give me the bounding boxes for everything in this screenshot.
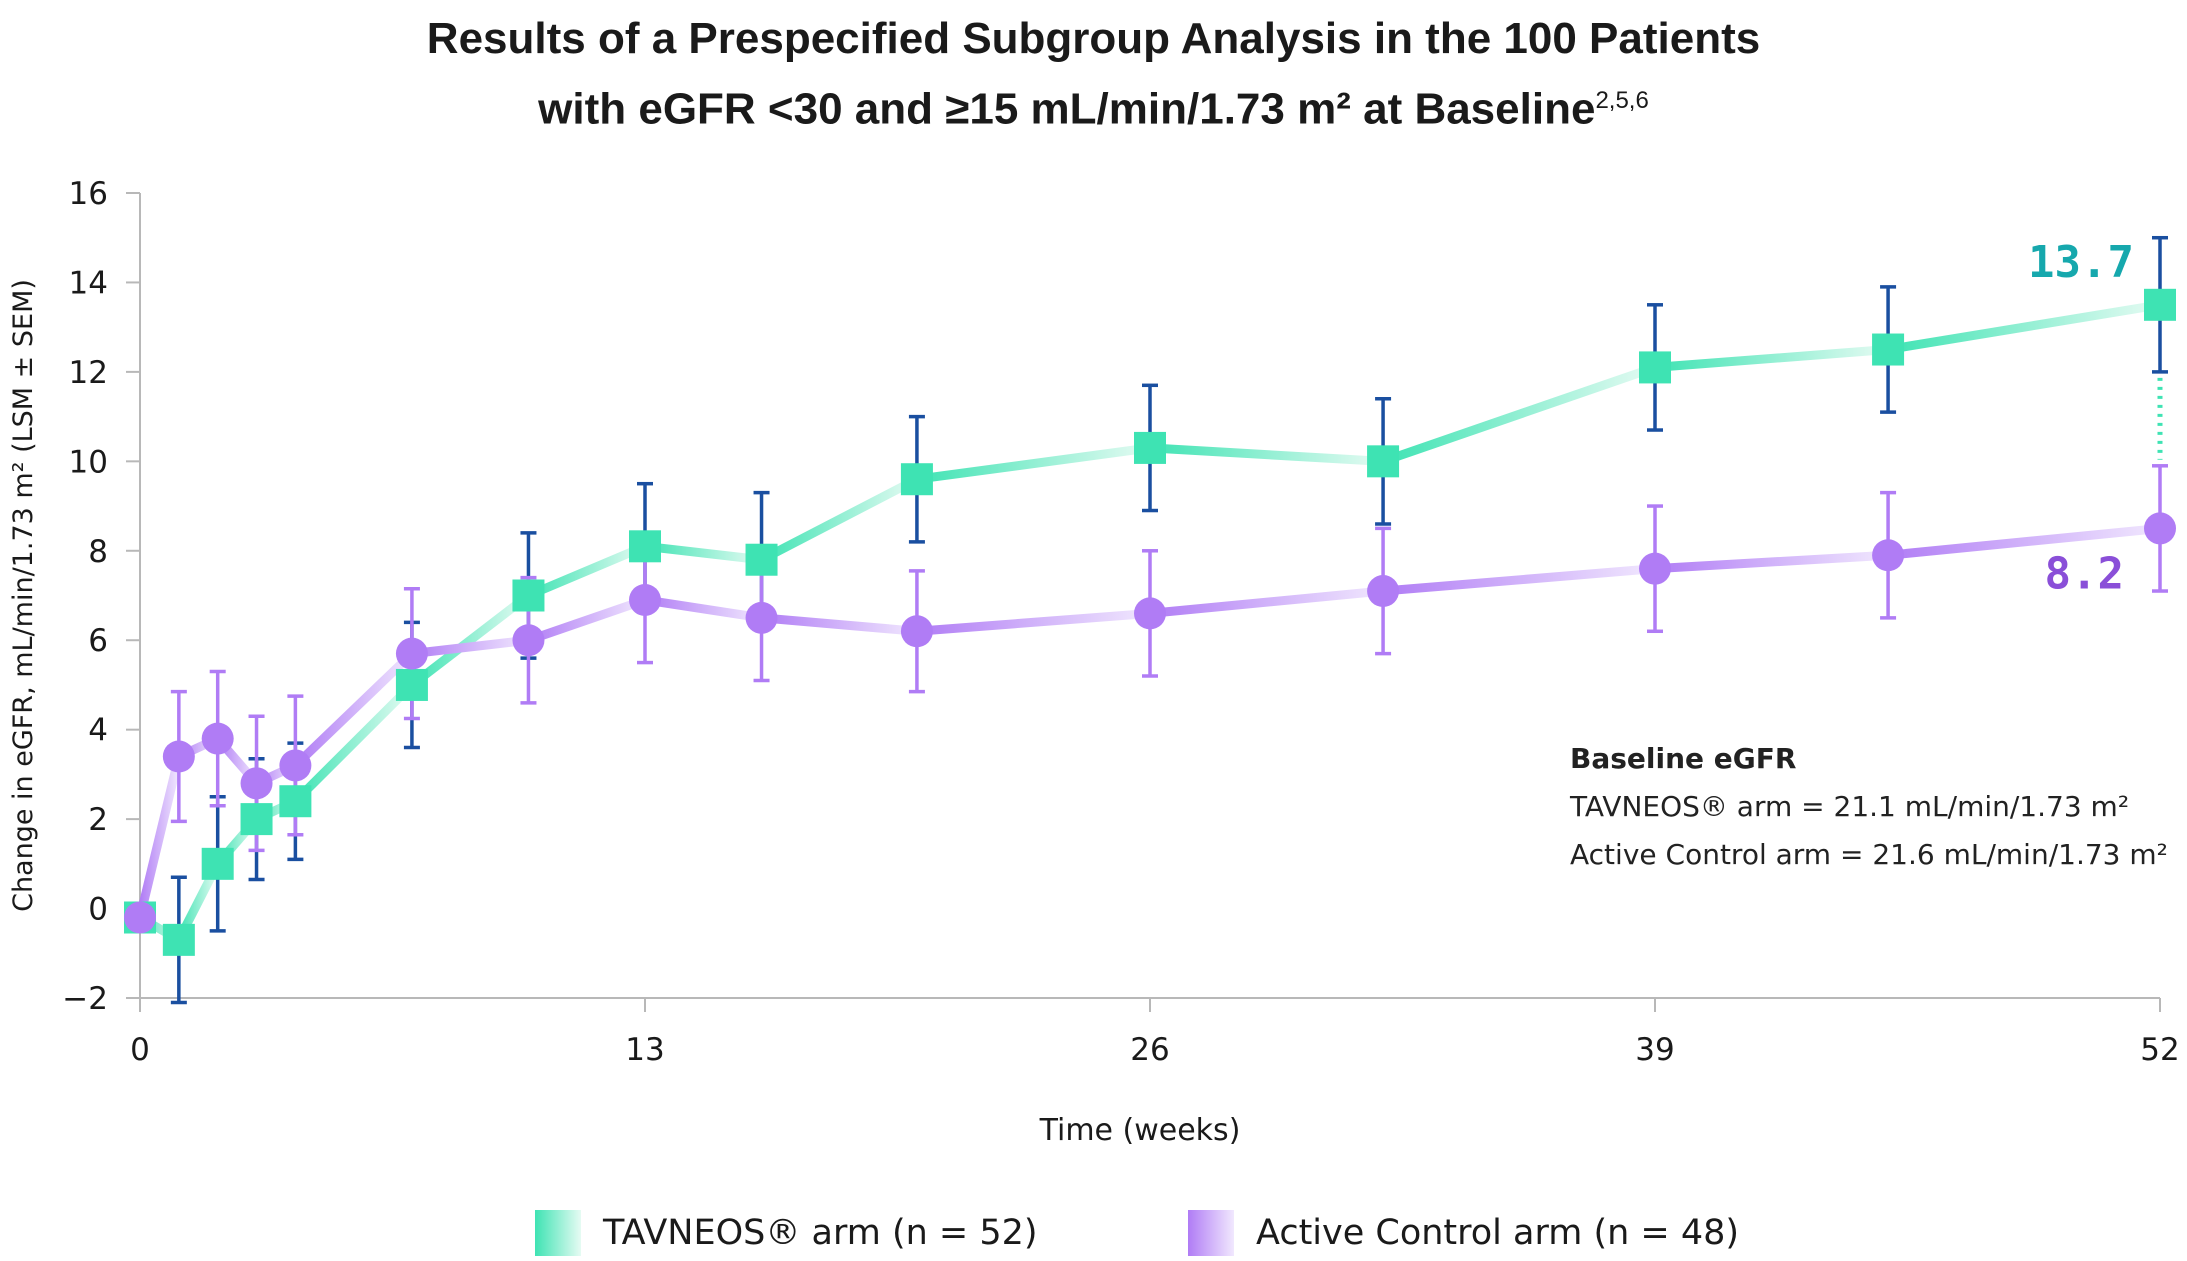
y-tick-label: 8 (88, 534, 108, 570)
data-point-active-control (512, 624, 545, 657)
y-tick-label: 6 (88, 623, 108, 659)
y-tick-label: 2 (88, 802, 108, 838)
end-labels: 13.7 8.2 (2028, 237, 2134, 600)
data-point-tavneos (240, 803, 273, 836)
data-point-tavneos (201, 847, 234, 880)
y-tick-label: −2 (62, 981, 108, 1017)
x-tick-label: 0 (130, 1032, 150, 1068)
legend-swatch-active-control (1188, 1210, 1234, 1256)
x-tick-label: 13 (625, 1032, 664, 1068)
data-point-tavneos (745, 543, 778, 576)
series-markers (124, 288, 2176, 956)
chart-title-line-2-text: with eGFR <30 and ≥15 mL/min/1.73 m² at … (538, 84, 1596, 134)
series-line-active-control (1149, 586, 1384, 618)
y-tick-label: 16 (69, 176, 108, 212)
data-point-tavneos (629, 530, 661, 563)
series-line-tavneos (526, 542, 647, 600)
data-point-active-control (162, 740, 195, 773)
data-point-active-control (201, 722, 234, 755)
series-line-tavneos (1381, 363, 1657, 466)
y-tick-label: 10 (69, 444, 108, 480)
x-axis-label: Time (weeks) (1039, 1113, 1241, 1148)
data-point-tavneos (2144, 288, 2176, 321)
series-line-tavneos (1149, 443, 1384, 466)
series-line-tavneos (1887, 300, 2161, 354)
series-line-active-control (411, 635, 529, 659)
baseline-heading: Baseline eGFR (1570, 742, 1797, 775)
data-point-active-control (279, 749, 312, 782)
y-axis-label: Change in eGFR, mL/min/1.73 m² (LSM ± SE… (8, 279, 39, 912)
data-point-active-control (1367, 575, 1400, 608)
series-line-tavneos (292, 681, 416, 805)
data-point-active-control (629, 583, 661, 616)
series-line-tavneos (916, 443, 1151, 484)
series-line-active-control (916, 608, 1151, 636)
y-tick-label: 0 (88, 892, 108, 928)
data-point-tavneos (900, 463, 933, 496)
series-line-active-control (526, 595, 647, 645)
series-line-active-control (1382, 564, 1656, 596)
data-point-active-control (1872, 539, 1905, 572)
baseline-active-control: Active Control arm = 21.6 mL/min/1.73 m² (1570, 838, 2168, 871)
data-point-tavneos (512, 579, 545, 612)
series-line-active-control (761, 613, 918, 636)
data-point-tavneos (1134, 431, 1166, 464)
data-point-active-control (900, 615, 933, 648)
series-line-active-control (1887, 523, 2161, 560)
data-point-active-control (395, 637, 428, 670)
series-line-tavneos (1654, 345, 1889, 372)
x-tick-label: 26 (1130, 1032, 1169, 1068)
y-tick-label: 14 (69, 265, 108, 301)
legend-item-tavneos: TAVNEOS® arm (n = 52) (535, 1205, 1038, 1261)
chart-title-line-1: Results of a Prespecified Subgroup Analy… (426, 14, 1761, 63)
series-line-active-control (135, 755, 184, 919)
series-line-active-control (1654, 550, 1889, 574)
series-line-tavneos (409, 591, 532, 689)
y-tick-label: 4 (88, 713, 108, 749)
data-point-tavneos (1639, 351, 1671, 384)
data-point-active-control (240, 767, 273, 800)
data-point-active-control (1134, 597, 1166, 630)
axes: −2 0 2 4 6 8 10 12 14 16 0 13 26 39 52 Time (weeks) Chan… (8, 176, 2180, 1148)
data-point-tavneos (162, 923, 195, 956)
series-line-tavneos (644, 541, 763, 565)
data-point-tavneos (1367, 445, 1400, 478)
end-label-tavneos: 13.7 (2028, 237, 2134, 288)
end-label-active-control: 8.2 (2045, 548, 2124, 599)
data-point-active-control (124, 901, 156, 934)
legend-label-active-control: Active Control arm (n = 48) (1256, 1213, 1740, 1253)
baseline-annotation: Baseline eGFR TAVNEOS® arm = 21.1 mL/min… (1570, 735, 2168, 879)
x-tick-label: 52 (2140, 1032, 2179, 1068)
data-point-active-control (1639, 552, 1671, 585)
data-point-tavneos (1872, 333, 1905, 366)
baseline-tavneos: TAVNEOS® arm = 21.1 mL/min/1.73 m² (1570, 790, 2130, 823)
data-point-active-control (745, 601, 778, 634)
series-line-active-control (292, 650, 416, 769)
legend-item-active-control: Active Control arm (n = 48) (1188, 1205, 1739, 1261)
y-tick-label: 12 (69, 355, 108, 391)
data-point-tavneos (395, 668, 428, 701)
chart-title-line-2: with eGFR <30 and ≥15 mL/min/1.73 m² at … (0, 70, 2187, 141)
legend-swatch-tavneos (535, 1210, 581, 1256)
data-point-tavneos (279, 785, 312, 818)
data-point-active-control (2144, 512, 2176, 545)
chart-title-superscript: 2,5,6 (1595, 87, 1649, 114)
chart-title: Results of a Prespecified Subgroup Analy… (0, 8, 2187, 141)
series-line-active-control (644, 595, 763, 623)
x-tick-label: 39 (1635, 1032, 1674, 1068)
legend-label-tavneos: TAVNEOS® arm (n = 52) (603, 1213, 1038, 1253)
series-line-tavneos (759, 475, 919, 564)
